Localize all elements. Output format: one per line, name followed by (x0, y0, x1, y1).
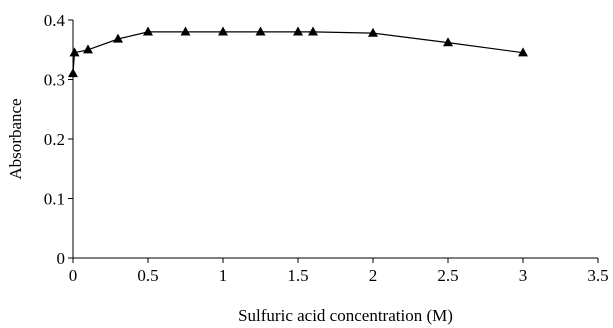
y-tick-label: 0.2 (44, 130, 65, 149)
data-point-marker (255, 26, 266, 36)
data-point-marker (69, 47, 80, 57)
x-tick-label: 3 (519, 266, 528, 285)
x-ticks: 0 0.5 1 1.5 2 2.5 3 3.5 (69, 258, 609, 285)
x-tick-label: 1.5 (287, 266, 308, 285)
data-point-marker (143, 26, 153, 36)
y-tick-label: 0 (57, 249, 66, 268)
series (68, 26, 528, 78)
x-tick-label: 2.5 (437, 266, 458, 285)
y-tick-label: 0.1 (44, 190, 65, 209)
y-tick-label: 0.3 (44, 71, 65, 90)
y-tick-label: 0.4 (44, 11, 66, 30)
data-point-marker (113, 33, 123, 43)
data-point-marker (293, 26, 303, 36)
x-tick-label: 3.5 (587, 266, 608, 285)
x-tick-label: 0.5 (137, 266, 158, 285)
series-line (72, 31, 524, 74)
y-axis-title: Absorbance (6, 98, 25, 179)
data-point-marker (180, 26, 191, 36)
data-point-marker (218, 26, 228, 36)
data-point-marker (368, 27, 378, 37)
data-point-marker (308, 26, 318, 36)
x-tick-label: 0 (69, 266, 78, 285)
x-axis-title: Sulfuric acid concentration (M) (238, 306, 453, 325)
data-point-marker (518, 47, 528, 57)
x-tick-label: 2 (369, 266, 378, 285)
data-point-marker (68, 68, 78, 78)
data-point-marker (443, 37, 453, 47)
y-ticks: 0 0.1 0.2 0.3 0.4 (44, 11, 73, 268)
data-point-marker (83, 44, 93, 54)
x-tick-label: 1 (219, 266, 228, 285)
